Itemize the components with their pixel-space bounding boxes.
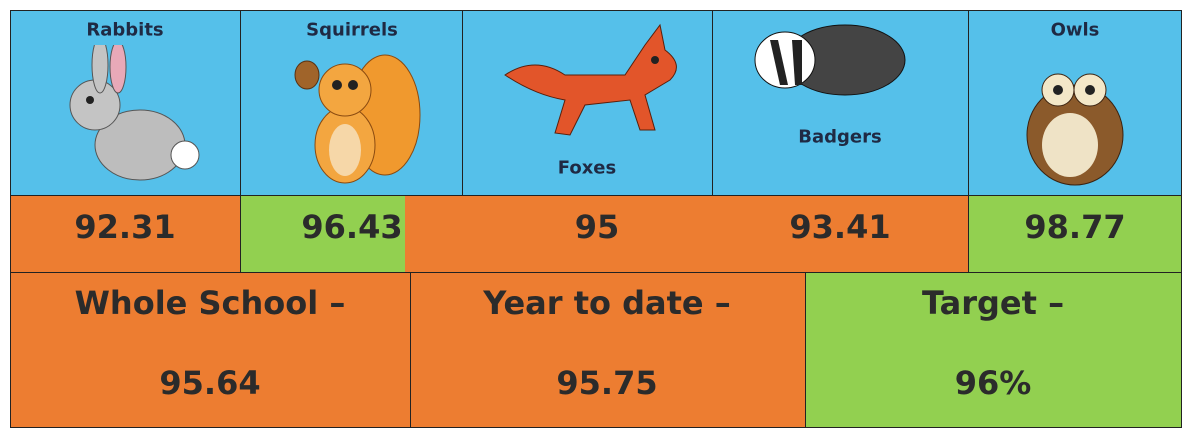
house-score: 92.31	[74, 208, 175, 246]
page: Rabbits Squirrels Foxes Badgers Owls 92.…	[0, 0, 1192, 428]
owl-picture	[1010, 45, 1145, 195]
house-score: 96.43	[301, 208, 402, 246]
summary-label: Whole School –	[75, 284, 346, 322]
house-name: Owls	[1051, 20, 1100, 41]
house-score: 95	[575, 208, 620, 246]
house-name: Foxes	[558, 158, 616, 179]
rabbit-picture	[50, 45, 200, 190]
house-name: Rabbits	[86, 20, 163, 41]
summary-label: Year to date –	[483, 284, 731, 322]
summary-label: Target –	[922, 284, 1064, 322]
summary-value: 95.64	[159, 364, 260, 402]
fox-picture	[495, 15, 695, 145]
house-name: Squirrels	[306, 20, 398, 41]
badger-picture	[740, 15, 910, 115]
summary-value: 96%	[955, 364, 1032, 402]
house-score: 98.77	[1024, 208, 1125, 246]
summary-value: 95.75	[556, 364, 657, 402]
house-name: Badgers	[798, 127, 881, 148]
house-score: 93.41	[789, 208, 890, 246]
squirrel-picture	[285, 45, 425, 190]
